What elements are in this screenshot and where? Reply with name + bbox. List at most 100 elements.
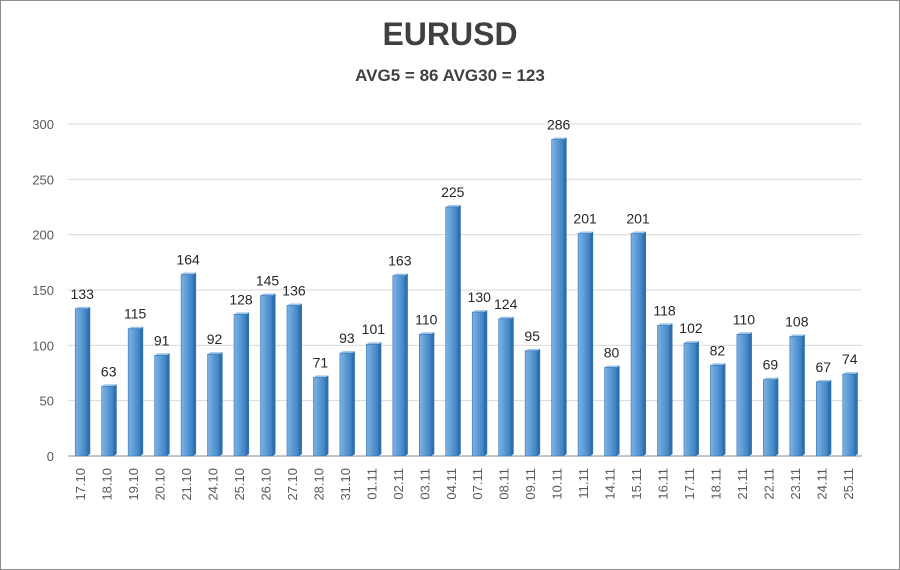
- chart-subtitle: AVG5 = 86 AVG30 = 123: [355, 66, 545, 85]
- bar-side: [669, 323, 673, 456]
- bar: [657, 325, 670, 457]
- data-label: 71: [313, 354, 329, 370]
- bar-side: [828, 379, 832, 456]
- x-axis: 17.10 18.10 19.10 20.10 21.10 24.10 25.10 26.10…: [73, 468, 856, 501]
- data-label: 74: [842, 351, 858, 367]
- data-label: 201: [573, 211, 597, 227]
- x-tick-label: 26.10: [259, 468, 274, 501]
- data-label: 101: [362, 321, 386, 337]
- bar-side: [404, 273, 408, 456]
- bar-side: [378, 342, 382, 456]
- y-tick-label: 200: [32, 228, 54, 243]
- data-label: 67: [816, 359, 832, 375]
- bar-top: [286, 303, 302, 306]
- bar-side: [113, 384, 117, 456]
- bar-top: [445, 205, 461, 207]
- bar-top: [736, 332, 752, 335]
- bar-side: [801, 334, 805, 456]
- bar: [127, 328, 141, 457]
- bar: [710, 364, 723, 457]
- bar: [207, 353, 220, 457]
- data-label: 136: [282, 282, 306, 298]
- bar-top: [551, 137, 567, 140]
- x-tick-label: 24.10: [206, 468, 221, 501]
- bar-side: [563, 137, 567, 456]
- x-tick-label: 14.11: [603, 468, 618, 500]
- data-label: 115: [124, 306, 147, 322]
- x-tick-label: 17.11: [682, 468, 697, 500]
- bar-side: [193, 272, 197, 456]
- chart-title: EURUSD: [382, 16, 518, 52]
- bar-side: [246, 312, 250, 456]
- bar-top: [789, 334, 805, 337]
- data-label: 286: [547, 116, 571, 132]
- x-tick-label: 19.10: [126, 468, 141, 501]
- x-tick-label: 27.10: [285, 468, 300, 501]
- bar-top: [366, 342, 382, 345]
- data-label: 110: [415, 311, 438, 327]
- x-tick-label: 18.10: [100, 468, 115, 501]
- x-tick-label: 10.11: [550, 468, 565, 500]
- x-tick-label: 09.11: [523, 468, 538, 500]
- bar: [789, 336, 803, 457]
- bar: [604, 367, 617, 457]
- bar-side: [325, 375, 329, 456]
- bar: [498, 318, 512, 457]
- bar-top: [842, 372, 858, 375]
- data-label: 133: [71, 286, 95, 302]
- bar-side: [87, 306, 91, 456]
- data-label: 118: [653, 302, 676, 318]
- data-label: 63: [101, 363, 117, 379]
- bar: [630, 233, 644, 457]
- bar-top: [683, 341, 699, 344]
- x-tick-label: 03.11: [417, 468, 432, 500]
- bar-top: [339, 351, 355, 354]
- bar-side: [537, 348, 541, 456]
- x-tick-label: 11.11: [576, 468, 591, 499]
- x-tick-label: 22.11: [761, 468, 776, 500]
- x-tick-label: 17.10: [73, 468, 88, 501]
- bar-top: [604, 365, 620, 368]
- bar-top: [101, 384, 117, 387]
- bar-side: [590, 231, 594, 456]
- bar-top: [234, 312, 250, 315]
- bar-top: [260, 293, 276, 296]
- data-label: 110: [733, 311, 756, 327]
- gridlines: [68, 123, 862, 457]
- x-tick-label: 18.11: [708, 468, 723, 500]
- bar-top: [419, 332, 435, 335]
- x-tick-label: 01.11: [364, 468, 379, 500]
- bar: [815, 381, 829, 457]
- data-label: 225: [441, 184, 465, 200]
- bar-side: [616, 365, 620, 456]
- x-tick-label: 24.11: [814, 468, 829, 500]
- bar: [736, 333, 750, 457]
- bar-side: [484, 310, 488, 456]
- bar-side: [510, 316, 514, 456]
- bar-side: [643, 231, 647, 456]
- y-tick-label: 50: [40, 394, 54, 409]
- bar: [101, 385, 114, 457]
- data-label: 164: [176, 252, 200, 268]
- data-label: 93: [339, 330, 355, 346]
- bar: [763, 379, 776, 457]
- x-tick-label: 31.10: [338, 468, 353, 501]
- bar: [260, 295, 273, 457]
- bar: [577, 233, 591, 457]
- y-tick-label: 100: [32, 338, 54, 353]
- x-tick-label: 21.11: [735, 468, 750, 500]
- bar-side: [272, 293, 276, 456]
- bar-top: [181, 272, 197, 275]
- data-label: 130: [468, 289, 492, 305]
- x-tick-label: 16.11: [656, 468, 671, 500]
- bar-side: [166, 353, 170, 456]
- bar-top: [128, 326, 144, 329]
- bar-side: [722, 363, 726, 456]
- bar: [313, 377, 326, 457]
- bar: [471, 311, 485, 457]
- x-tick-label: 25.11: [841, 468, 856, 500]
- bar-side: [775, 377, 779, 456]
- x-tick-label: 04.11: [444, 468, 459, 500]
- bar: [524, 350, 538, 457]
